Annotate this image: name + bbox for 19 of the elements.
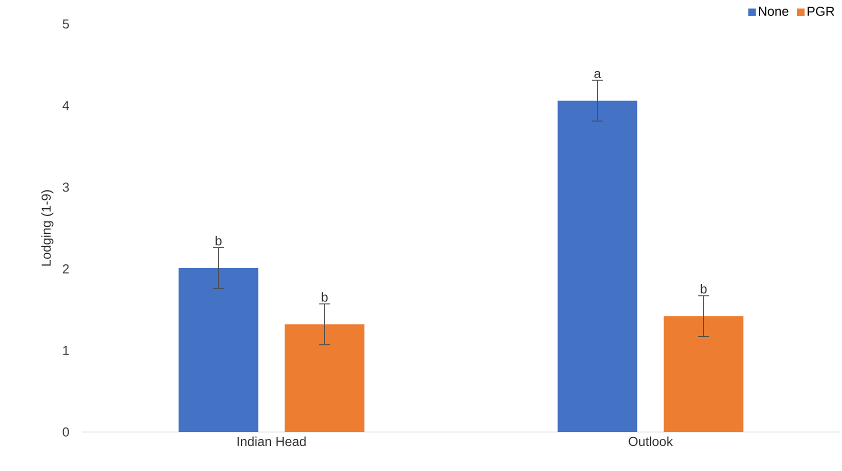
y-axis-title: Lodging (1-9) [41,190,54,266]
bar [284,324,364,432]
bar [178,268,258,432]
data-label: b [700,284,707,294]
y-tick-label: 1 [63,346,69,355]
y-tick-label: 3 [62,182,69,192]
bar [558,100,638,432]
y-tick-label: 0 [62,427,69,437]
data-label: b [322,292,328,302]
data-label: b [216,236,222,246]
bar [664,316,744,432]
y-tick-label: 2 [62,264,69,274]
legend-label: None [758,6,788,16]
x-tick-label: Outlook [628,436,673,446]
data-label: a [594,70,602,78]
legend-label: PGR [808,6,834,16]
y-tick-label: 5 [62,19,69,29]
y-tick-label: 4 [62,101,70,110]
x-tick-label: Indian Head [238,436,306,446]
